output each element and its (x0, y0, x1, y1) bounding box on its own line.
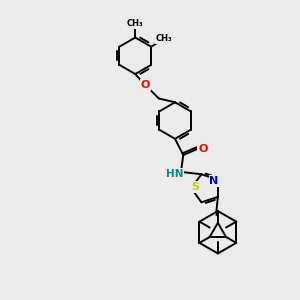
Text: N: N (209, 176, 219, 186)
Text: S: S (191, 182, 199, 192)
Text: HN: HN (166, 169, 183, 179)
Text: O: O (198, 143, 207, 154)
Text: CH₃: CH₃ (127, 19, 144, 28)
Text: CH₃: CH₃ (156, 34, 172, 43)
Text: O: O (141, 80, 150, 90)
